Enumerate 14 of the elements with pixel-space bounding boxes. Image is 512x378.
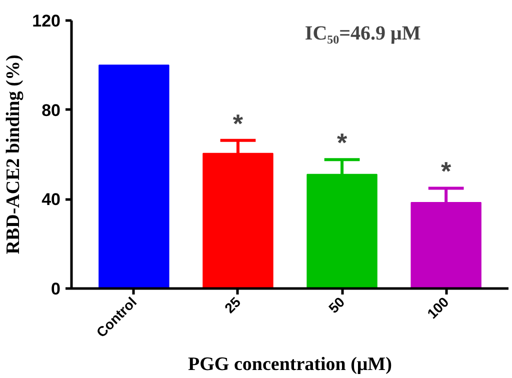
x-tick-label: 25 (221, 294, 244, 316)
y-axis-title: RBD-ACE2 binding (%) (3, 54, 24, 254)
y-tick-label: 40 (42, 190, 61, 210)
x-axis-title: PGG concentration (μM) (188, 354, 392, 376)
annotation: * (441, 156, 452, 186)
y-tick-label: 0 (51, 280, 61, 298)
y-tick-label: 120 (32, 12, 61, 30)
annotation: * (232, 108, 244, 138)
annotation: * (336, 128, 348, 158)
bar (98, 64, 170, 288)
annotation: IC₅₀=46.9 μM (304, 22, 421, 44)
x-tick-label: 100 (424, 294, 452, 322)
x-tick-label: 50 (325, 294, 348, 316)
y-tick-label: 80 (42, 100, 61, 120)
